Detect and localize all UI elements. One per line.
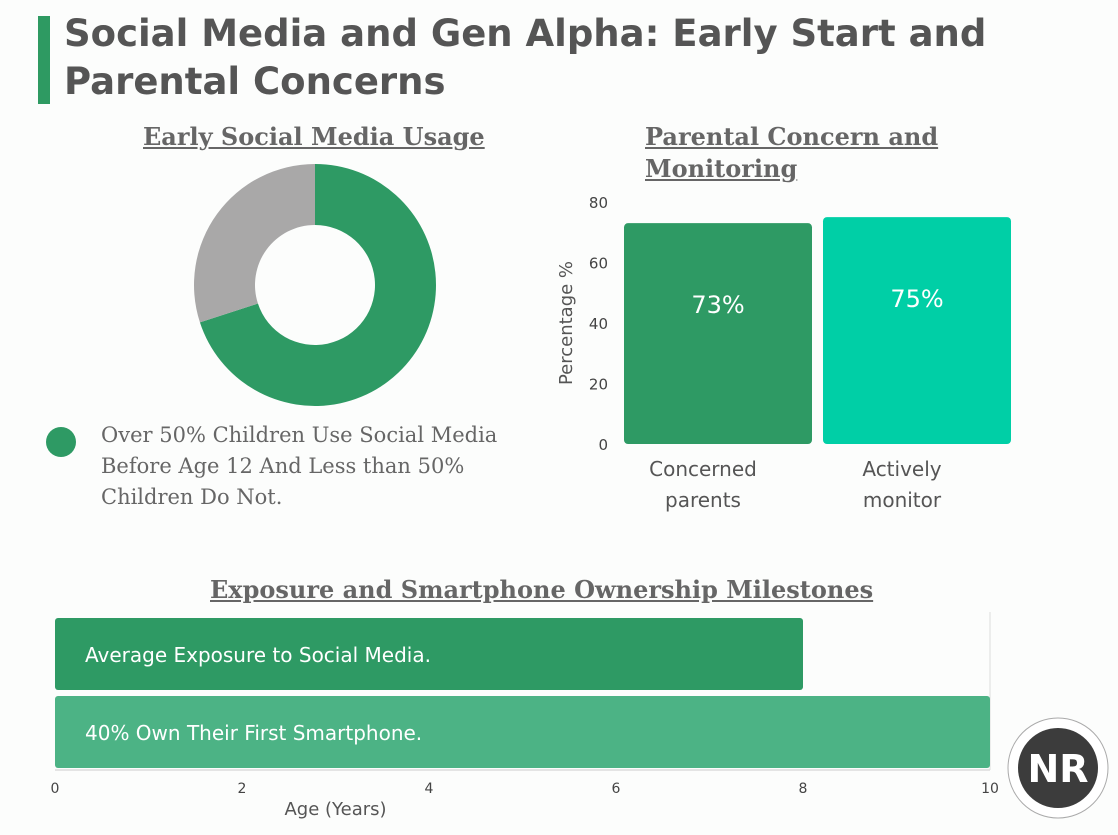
svg-text:NR: NR [1027, 747, 1088, 791]
y-tick-label: 20 [589, 376, 608, 394]
x-tick-label: 4 [425, 781, 434, 797]
donut-legend-label: Over 50% Children Use Social Media Befor… [101, 423, 498, 509]
parental-bar-chart: 0 20 40 60 80 Percentage % 73% Concerned parents… [556, 194, 1011, 512]
y-tick-label: 40 [589, 315, 608, 333]
donut-slice-0 [199, 164, 436, 406]
x-tick-label: monitor [863, 488, 942, 512]
legend-marker [46, 427, 76, 457]
hbar-chart-title: Exposure and Smartphone Ownership Milest… [210, 575, 874, 604]
x-tick-label: 10 [981, 781, 999, 797]
bar-0 [624, 223, 812, 444]
donut-slice-1 [193, 164, 315, 323]
x-tick-label: Concerned [649, 457, 757, 481]
y-tick-label: 60 [589, 255, 608, 273]
x-tick-label: 6 [612, 781, 621, 797]
x-tick-label: 2 [238, 781, 247, 797]
bar-chart-title: Parental Concern and Monitoring [645, 122, 939, 183]
milestones-bar-chart: Average Exposure to Social Media. 40% Own… [51, 612, 999, 820]
x-tick-label: 0 [51, 781, 60, 797]
x-axis-label: Age (Years) [284, 799, 386, 820]
y-tick-label: 0 [598, 436, 608, 454]
bar-data-label: 73% [691, 291, 744, 319]
nr-logo: NR [1007, 717, 1109, 819]
y-tick-label: 80 [589, 194, 608, 212]
hbar-label: 40% Own Their First Smartphone. [85, 721, 422, 745]
bar-data-label: 75% [890, 285, 943, 313]
page-title: Social Media and Gen Alpha: Early Start … [64, 12, 987, 103]
y-axis-label: Percentage % [556, 261, 577, 385]
title-accent-bar [38, 16, 50, 104]
hbar-label: Average Exposure to Social Media. [85, 643, 431, 667]
x-tick-label: 8 [799, 781, 808, 797]
donut-chart [193, 164, 436, 406]
bar-1 [823, 217, 1011, 444]
hbar-0 [55, 618, 803, 690]
donut-title: Early Social Media Usage [143, 122, 485, 151]
hbar-1 [55, 696, 990, 768]
x-tick-label: parents [665, 488, 741, 512]
x-tick-label: Actively [862, 457, 941, 481]
